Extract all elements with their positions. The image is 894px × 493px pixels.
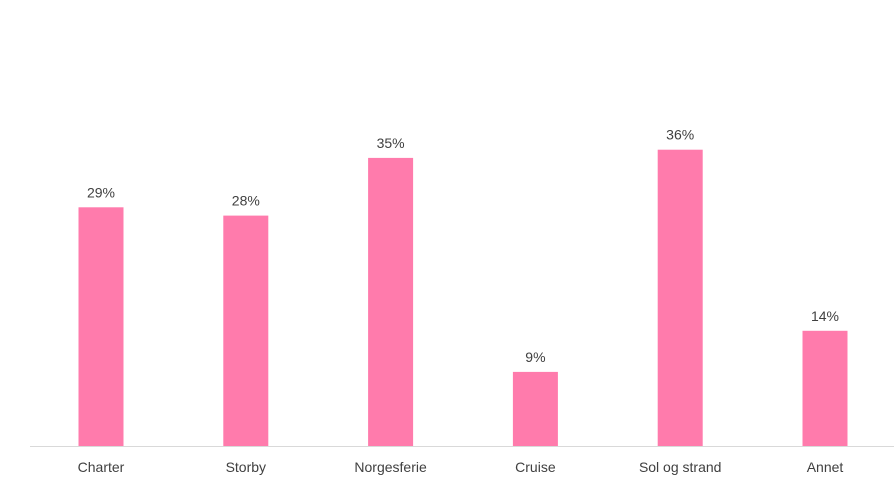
bar-storby [223, 215, 269, 446]
x-tick-labels-layer: Charter Storby Norgesferie Cruise Sol og str… [78, 459, 844, 475]
data-label: 35% [377, 135, 405, 151]
data-labels-layer: 29% 28% 35% 9% 36% 14% [87, 127, 839, 365]
data-label: 9% [525, 349, 545, 365]
bar-sol-og-strand [657, 149, 703, 446]
x-tick-label: Annet [807, 459, 844, 475]
bar-charter [78, 207, 124, 446]
data-label: 29% [87, 184, 115, 200]
data-label: 28% [232, 193, 260, 209]
bar-cruise [512, 371, 558, 446]
x-tick-label: Charter [78, 459, 125, 475]
bars-layer [78, 149, 848, 446]
bar-norgesferie [368, 157, 414, 446]
data-label: 36% [666, 127, 694, 143]
x-tick-label: Norgesferie [354, 459, 427, 475]
bar-annet [802, 330, 848, 446]
x-tick-label: Storby [226, 459, 266, 475]
data-label: 14% [811, 308, 839, 324]
x-tick-label: Cruise [515, 459, 556, 475]
x-tick-label: Sol og strand [639, 459, 722, 475]
